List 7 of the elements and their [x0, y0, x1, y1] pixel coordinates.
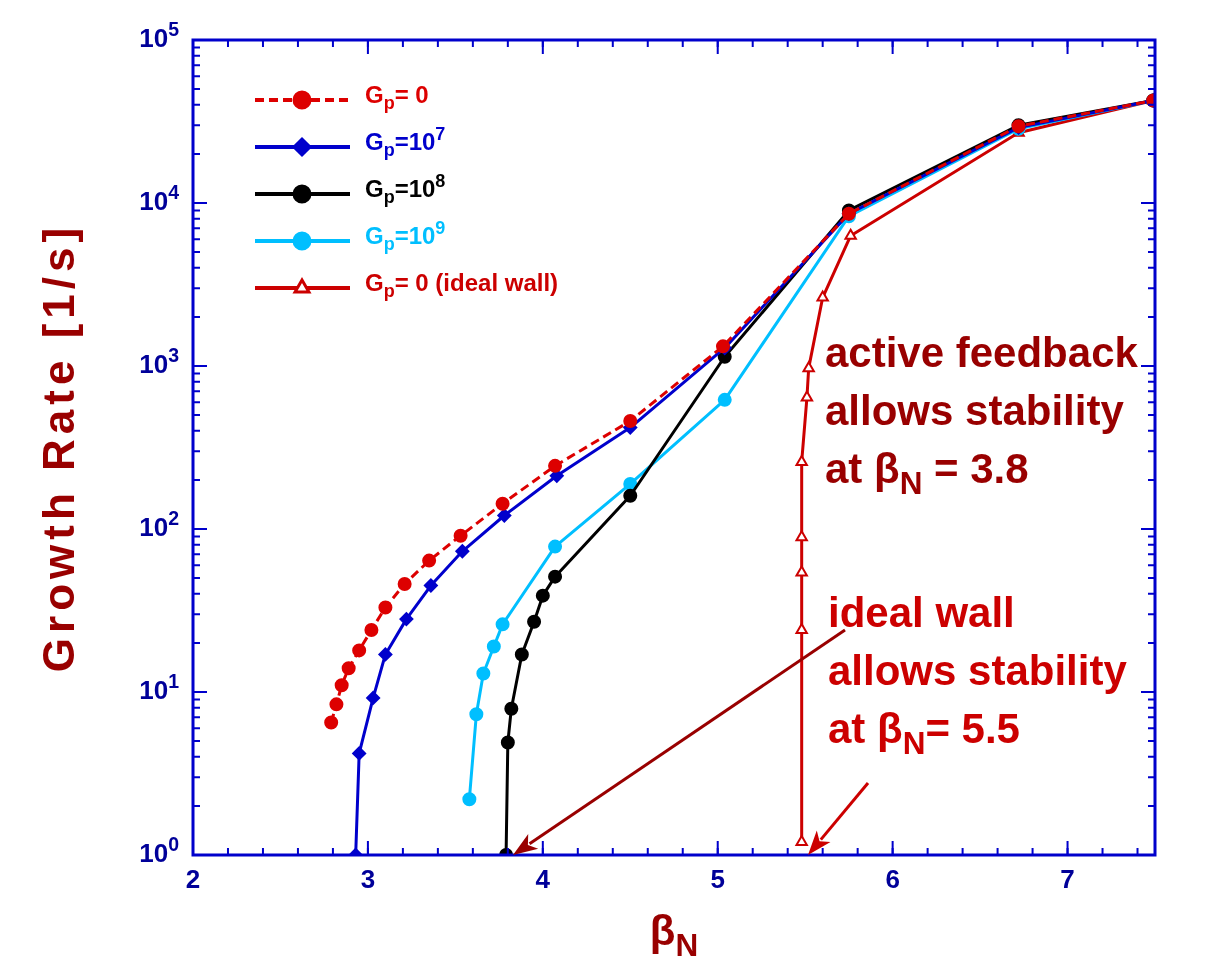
x-tick-label: 6: [885, 864, 900, 895]
x-tick-label: 4: [535, 864, 551, 895]
x-tick-label: 5: [710, 864, 725, 895]
x-tick-label: 2: [185, 864, 201, 895]
x-tick-label: 7: [1060, 864, 1075, 895]
y-axis-title: Growth Rate [1/s]: [34, 222, 84, 673]
x-tick-label: 3: [360, 864, 376, 895]
